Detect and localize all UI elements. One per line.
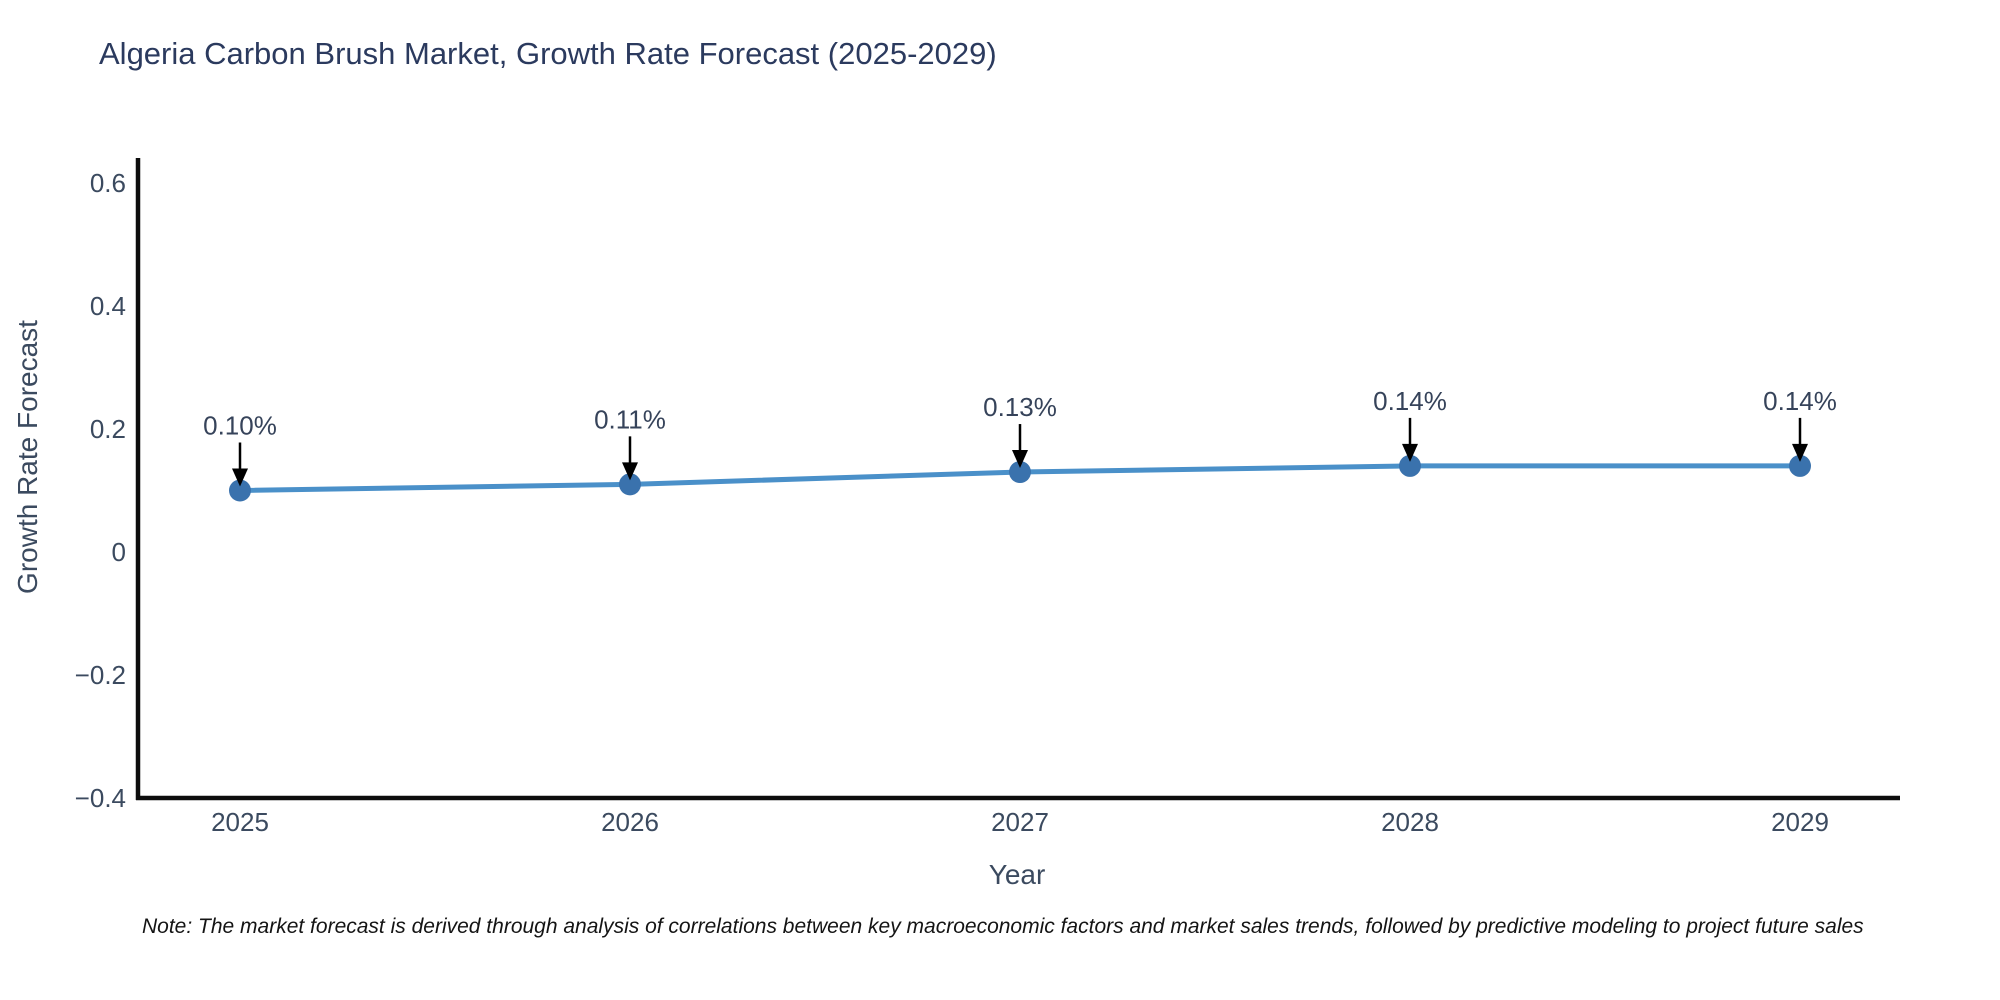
- y-tick-label: −0.4: [75, 783, 126, 813]
- data-point-marker-2027: [1009, 461, 1031, 484]
- annotation-arrow-head: [1402, 443, 1418, 462]
- annotation-arrow-head: [1792, 443, 1808, 462]
- data-point-marker-2025: [229, 479, 251, 502]
- forecast-methodology-note: Note: The market forecast is derived thr…: [142, 915, 1864, 938]
- x-tick-label: 2029: [1771, 807, 1829, 837]
- data-point-marker-2026: [619, 473, 641, 496]
- y-tick-label: −0.2: [75, 660, 126, 690]
- data-point-marker-2028: [1399, 454, 1421, 477]
- data-point-label: 0.14%: [1763, 386, 1837, 416]
- annotation-arrow-head: [232, 468, 248, 487]
- data-point-label: 0.14%: [1373, 386, 1447, 416]
- y-tick-label: 0.6: [90, 168, 126, 198]
- data-point-marker-2029: [1789, 454, 1811, 477]
- x-axis-title: Year: [988, 859, 1046, 890]
- x-tick-label: 2027: [991, 807, 1049, 837]
- y-tick-label: 0.2: [90, 414, 126, 444]
- annotation-arrow-head: [1012, 450, 1028, 469]
- x-tick-label: 2028: [1381, 807, 1439, 837]
- data-point-label: 0.13%: [983, 392, 1057, 422]
- annotation-arrow-head: [622, 462, 638, 481]
- y-tick-label: 0.4: [90, 291, 126, 321]
- data-point-label: 0.11%: [594, 404, 666, 434]
- x-tick-label: 2025: [211, 807, 269, 837]
- y-tick-label: 0: [112, 537, 126, 567]
- x-tick-label: 2026: [601, 807, 659, 837]
- chart-title: Algeria Carbon Brush Market, Growth Rate…: [99, 36, 997, 71]
- data-point-label: 0.10%: [203, 411, 277, 441]
